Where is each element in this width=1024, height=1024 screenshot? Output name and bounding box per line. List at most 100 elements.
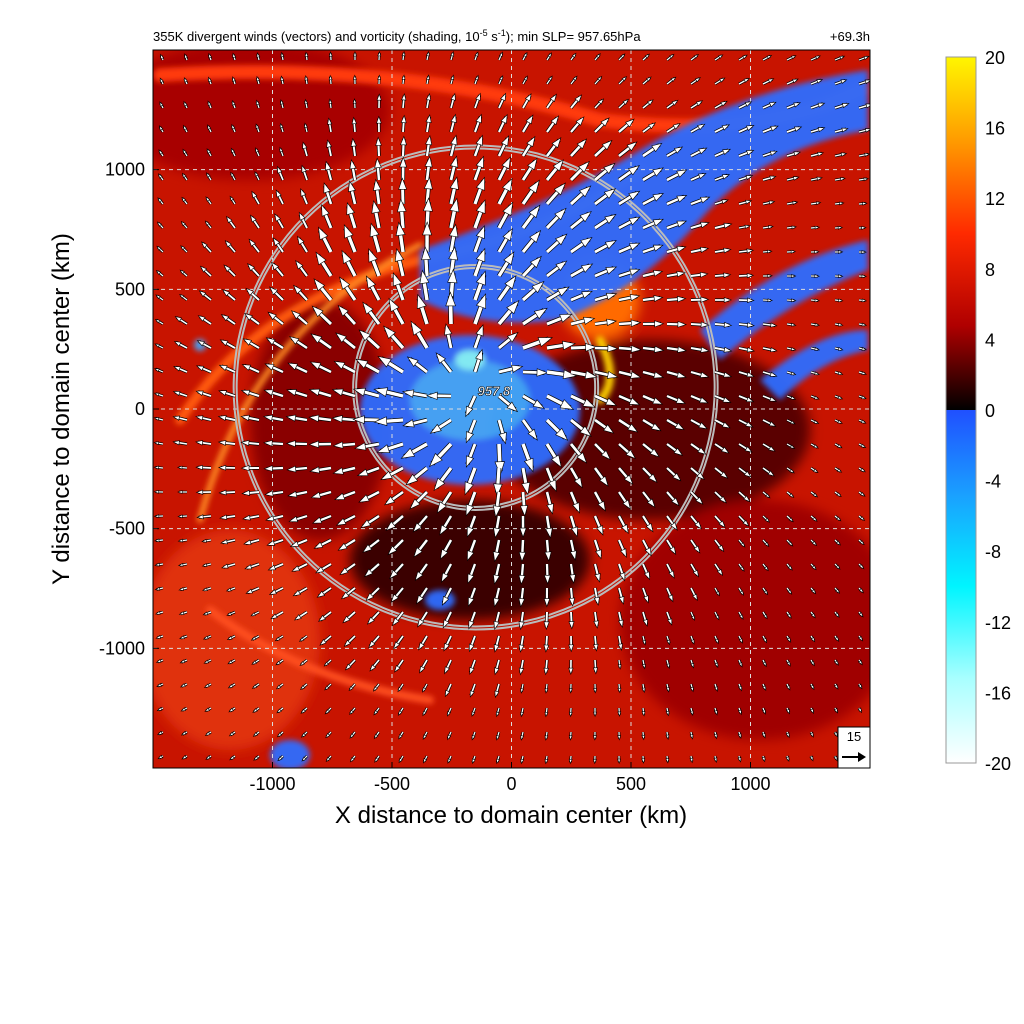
vector-head	[276, 708, 282, 714]
vector-head	[603, 424, 615, 434]
vector-head	[585, 343, 598, 352]
vector-head	[767, 470, 775, 477]
vector-head	[578, 160, 590, 173]
vector-head	[858, 612, 864, 618]
vector-head	[597, 98, 605, 105]
vector-head	[226, 635, 233, 640]
vector-head	[809, 755, 814, 762]
vector-head	[319, 639, 327, 646]
vector-head	[316, 590, 326, 598]
vector-head	[526, 135, 536, 148]
vector-head	[472, 758, 476, 765]
vector-head	[350, 137, 357, 147]
vector-head	[863, 56, 870, 60]
vector-head	[641, 711, 646, 717]
vector-head	[173, 366, 181, 372]
vector-head	[620, 548, 627, 559]
vector-head	[605, 292, 618, 301]
vector-head	[400, 114, 407, 124]
vector-head	[422, 221, 433, 236]
vector-head	[154, 318, 161, 324]
vector-head	[227, 659, 233, 665]
vector-head	[349, 733, 355, 739]
vector-head	[785, 756, 790, 763]
vector-head	[595, 549, 602, 560]
vector-head	[546, 503, 554, 515]
vector-head	[584, 370, 598, 380]
vector-head	[531, 280, 545, 294]
vector-head	[765, 493, 771, 499]
vector-head	[196, 340, 205, 347]
vector-head	[837, 225, 844, 230]
vector-head	[570, 526, 578, 538]
vector-head	[543, 667, 549, 676]
vector-head	[579, 425, 592, 437]
vector-head	[155, 269, 162, 275]
vector-head	[222, 289, 231, 297]
vector-head	[414, 571, 424, 582]
vector-head	[229, 755, 235, 761]
vector-head	[400, 447, 416, 459]
vector-head	[518, 644, 525, 653]
vector-head	[153, 538, 160, 543]
vector-head	[373, 416, 388, 426]
vector-head	[837, 395, 844, 400]
vector-head	[425, 391, 438, 400]
vector-head	[562, 340, 577, 351]
vector-head	[498, 432, 507, 445]
vector-head	[252, 732, 259, 737]
vector-head	[172, 440, 180, 446]
vector-head	[202, 635, 209, 640]
vector-head	[372, 686, 378, 692]
vector-head	[203, 683, 210, 688]
vector-head	[157, 173, 163, 179]
vector-head	[593, 596, 600, 606]
vector-head	[405, 473, 419, 486]
vector-head	[714, 662, 719, 669]
vector-head	[568, 688, 573, 694]
vector-head	[346, 201, 355, 216]
vector-head	[717, 568, 724, 577]
vector-head	[670, 76, 677, 83]
vector-head	[267, 564, 277, 571]
vector-head	[671, 99, 679, 106]
vector-head	[177, 514, 183, 519]
vector-head	[224, 239, 232, 248]
vector-head	[352, 74, 357, 80]
vector-head	[240, 389, 251, 396]
vector-head	[310, 333, 323, 344]
vector-head	[217, 464, 227, 471]
vector-head	[424, 155, 433, 168]
vector-head	[810, 636, 816, 643]
vector-head	[231, 123, 236, 130]
vector-head	[293, 614, 302, 621]
vector-head	[255, 147, 260, 153]
vector-head	[619, 572, 626, 582]
vector-head	[746, 248, 755, 254]
vector-head	[182, 148, 187, 155]
y-tick-label: -500	[109, 519, 145, 539]
vector-head	[276, 732, 283, 738]
vector-head	[738, 685, 742, 692]
vector-head	[533, 307, 548, 320]
vector-head	[181, 755, 187, 760]
vector-head	[690, 662, 694, 669]
vector-head	[315, 566, 325, 574]
vector-head	[174, 316, 182, 323]
vector-head	[743, 495, 751, 503]
vector-head	[291, 565, 301, 572]
vector-head	[450, 155, 459, 168]
colorbar-tick-label: -12	[985, 613, 1011, 633]
vector-head	[205, 196, 211, 202]
y-tick-label: 0	[135, 399, 145, 419]
vector-head	[269, 286, 278, 296]
vector-head	[691, 615, 695, 621]
vector-head	[555, 233, 568, 246]
vector-head	[406, 356, 419, 367]
vector-head	[529, 255, 542, 269]
vector-head	[723, 247, 732, 254]
vector-head	[183, 100, 188, 107]
vector-head	[180, 707, 187, 712]
vector-head	[220, 314, 230, 322]
